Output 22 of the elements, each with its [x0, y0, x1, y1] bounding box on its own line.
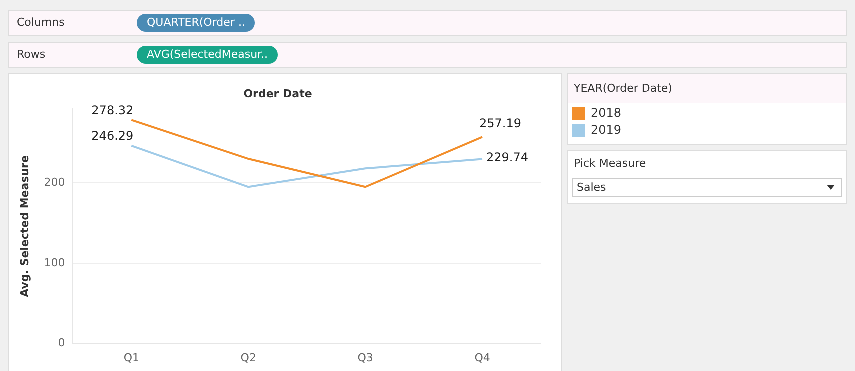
- text: AVG(SelectedMeasur..: [137, 46, 278, 64]
- x-tick-label: Q4: [474, 351, 490, 364]
- text: Pick Measure: [568, 151, 846, 172]
- x-tick-label: Q1: [124, 351, 140, 364]
- x-tick-label: Q2: [240, 351, 256, 364]
- text: QUARTER(Order ..: [137, 14, 256, 32]
- y-tick-label: 100: [44, 256, 66, 270]
- text: Columns: [17, 16, 65, 29]
- y-tick-label: 0: [58, 336, 66, 350]
- text: Rows: [17, 48, 46, 61]
- data-label: 229.74: [486, 150, 529, 164]
- data-label: 257.19: [480, 116, 522, 130]
- legend-label: 2018: [591, 106, 622, 120]
- chart-title: Order Date: [244, 87, 312, 100]
- text: Sales: [577, 181, 606, 194]
- y-tick-label: 200: [44, 176, 66, 189]
- legend-label: 2019: [591, 123, 622, 137]
- data-label: 278.32: [92, 103, 134, 118]
- x-tick-label: Q3: [358, 351, 374, 364]
- legend-title: YEAR(Order Date): [568, 74, 846, 103]
- y-axis-title: Avg. Selected Measure: [18, 156, 32, 298]
- data-label: 246.29: [92, 129, 134, 144]
